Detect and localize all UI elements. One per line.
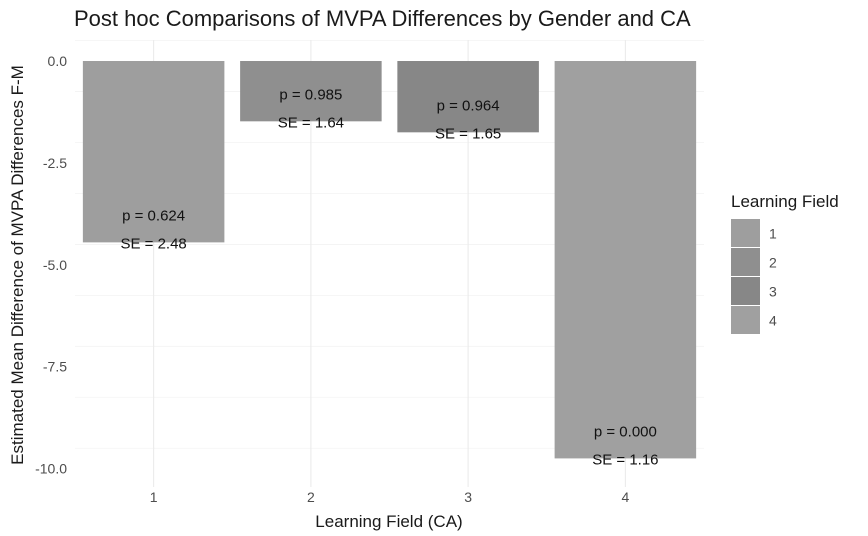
legend-label-4: 4 — [769, 313, 777, 329]
y-axis-title: Estimated Mean Difference of MVPA Differ… — [8, 65, 27, 465]
y-axis-ticks: 0.0 -2.5 -5.0 -7.5 -10.0 — [35, 53, 67, 477]
legend-label-2: 2 — [769, 255, 777, 271]
bar-se-label-3: SE = 1.65 — [435, 125, 501, 142]
x-tick-label-2: 2 — [307, 489, 315, 505]
y-tick-label: 0.0 — [48, 53, 68, 69]
x-axis-title: Learning Field (CA) — [315, 512, 462, 531]
bar-3 — [397, 61, 539, 133]
legend-key-1 — [731, 219, 760, 247]
x-axis-ticks: 1 2 3 4 — [150, 489, 630, 505]
x-tick-label-3: 3 — [464, 489, 472, 505]
y-tick-label: -2.5 — [43, 155, 67, 171]
legend-label-1: 1 — [769, 226, 777, 242]
x-tick-label-4: 4 — [621, 489, 629, 505]
bar-p-label-2: p = 0.985 — [279, 86, 342, 103]
legend: Learning Field 1 2 3 4 — [731, 192, 839, 334]
bar-2 — [240, 61, 382, 122]
bar-p-label-1: p = 0.624 — [122, 207, 185, 224]
bar-se-label-1: SE = 2.48 — [120, 235, 186, 252]
bar-labels: p = 0.624 SE = 2.48 p = 0.985 SE = 1.64 p = … — [120, 86, 658, 468]
chart-title: Post hoc Comparisons of MVPA Differences… — [74, 6, 691, 31]
bar-1 — [82, 61, 225, 243]
bars — [82, 61, 697, 459]
bar-se-label-2: SE = 1.64 — [278, 114, 344, 131]
bar-4 — [554, 61, 697, 459]
legend-key-3 — [731, 277, 760, 305]
y-tick-label: -10.0 — [35, 461, 67, 477]
bar-se-label-4: SE = 1.16 — [592, 451, 658, 468]
legend-key-2 — [731, 248, 760, 276]
bar-p-label-4: p = 0.000 — [594, 423, 657, 440]
legend-label-3: 3 — [769, 284, 777, 300]
legend-key-4 — [731, 306, 760, 334]
y-tick-label: -7.5 — [43, 359, 67, 375]
bar-p-label-3: p = 0.964 — [437, 97, 500, 114]
legend-title: Learning Field — [731, 192, 839, 211]
x-tick-label-1: 1 — [150, 489, 158, 505]
y-tick-label: -5.0 — [43, 257, 67, 273]
